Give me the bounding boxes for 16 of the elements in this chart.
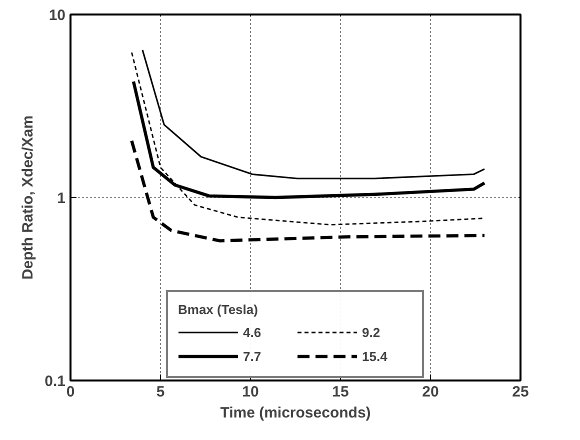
legend-title: Bmax (Tesla) (178, 302, 259, 317)
x-tick-label: 10 (242, 384, 259, 400)
y-tick-label: 1 (57, 190, 66, 207)
x-tick-label: 5 (156, 384, 165, 400)
legend-label: 9.2 (362, 324, 382, 340)
x-tick-label: 15 (332, 384, 349, 400)
y-tick-label: 0.1 (44, 373, 66, 390)
y-tick-label: 10 (48, 7, 66, 24)
legend-label: 15.4 (362, 348, 388, 364)
x-tick-label: 20 (422, 384, 439, 400)
x-tick-label: 25 (512, 384, 529, 400)
y-axis-title: Depth Ratio, Xdec/Xam (20, 115, 37, 280)
legend-label: 4.6 (243, 324, 262, 340)
x-tick-label: 0 (66, 384, 75, 400)
x-axis-title: Time (microseconds) (220, 404, 371, 422)
legend-label: 7.7 (243, 348, 262, 364)
